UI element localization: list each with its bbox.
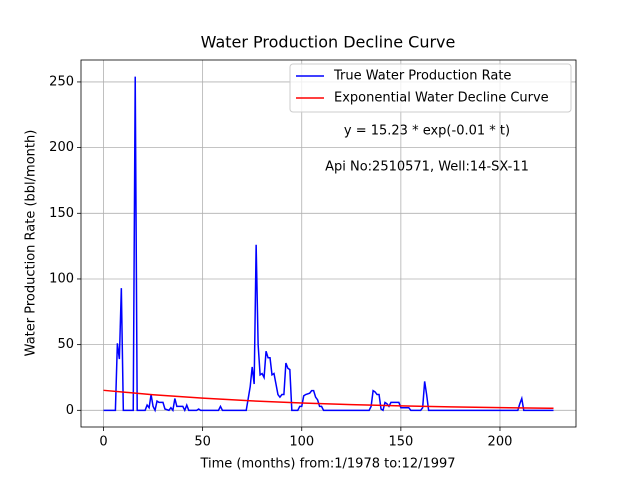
data-line bbox=[103, 76, 554, 413]
x-tick-label: 100 bbox=[289, 435, 314, 450]
annotation: Api No:2510571, Well:14-SX-11 bbox=[325, 160, 529, 175]
annotation: y = 15.23 * exp(-0.01 * t) bbox=[344, 124, 510, 139]
legend-label: Exponential Water Decline Curve bbox=[334, 91, 549, 106]
legend-box bbox=[289, 63, 572, 113]
data-line bbox=[103, 389, 554, 410]
y-tick-label: 150 bbox=[49, 206, 74, 221]
legend-label: True Water Production Rate bbox=[333, 69, 511, 84]
plot-frame bbox=[80, 59, 577, 428]
y-axis-label: Water Production Rate (bbl/month) bbox=[24, 130, 39, 357]
chart-title: Water Production Decline Curve bbox=[201, 33, 456, 52]
x-tick-label: 150 bbox=[388, 435, 413, 450]
x-axis-label: Time (months) from:1/1978 to:12/1997 bbox=[199, 457, 455, 472]
x-tick-label: 0 bbox=[99, 435, 107, 450]
y-tick-label: 100 bbox=[49, 271, 74, 286]
y-tick-label: 0 bbox=[66, 403, 74, 418]
x-tick-label: 200 bbox=[488, 435, 513, 450]
y-tick-label: 250 bbox=[49, 74, 74, 89]
y-tick-label: 200 bbox=[49, 140, 74, 155]
y-tick-label: 50 bbox=[57, 337, 74, 352]
x-tick-label: 50 bbox=[194, 435, 211, 450]
